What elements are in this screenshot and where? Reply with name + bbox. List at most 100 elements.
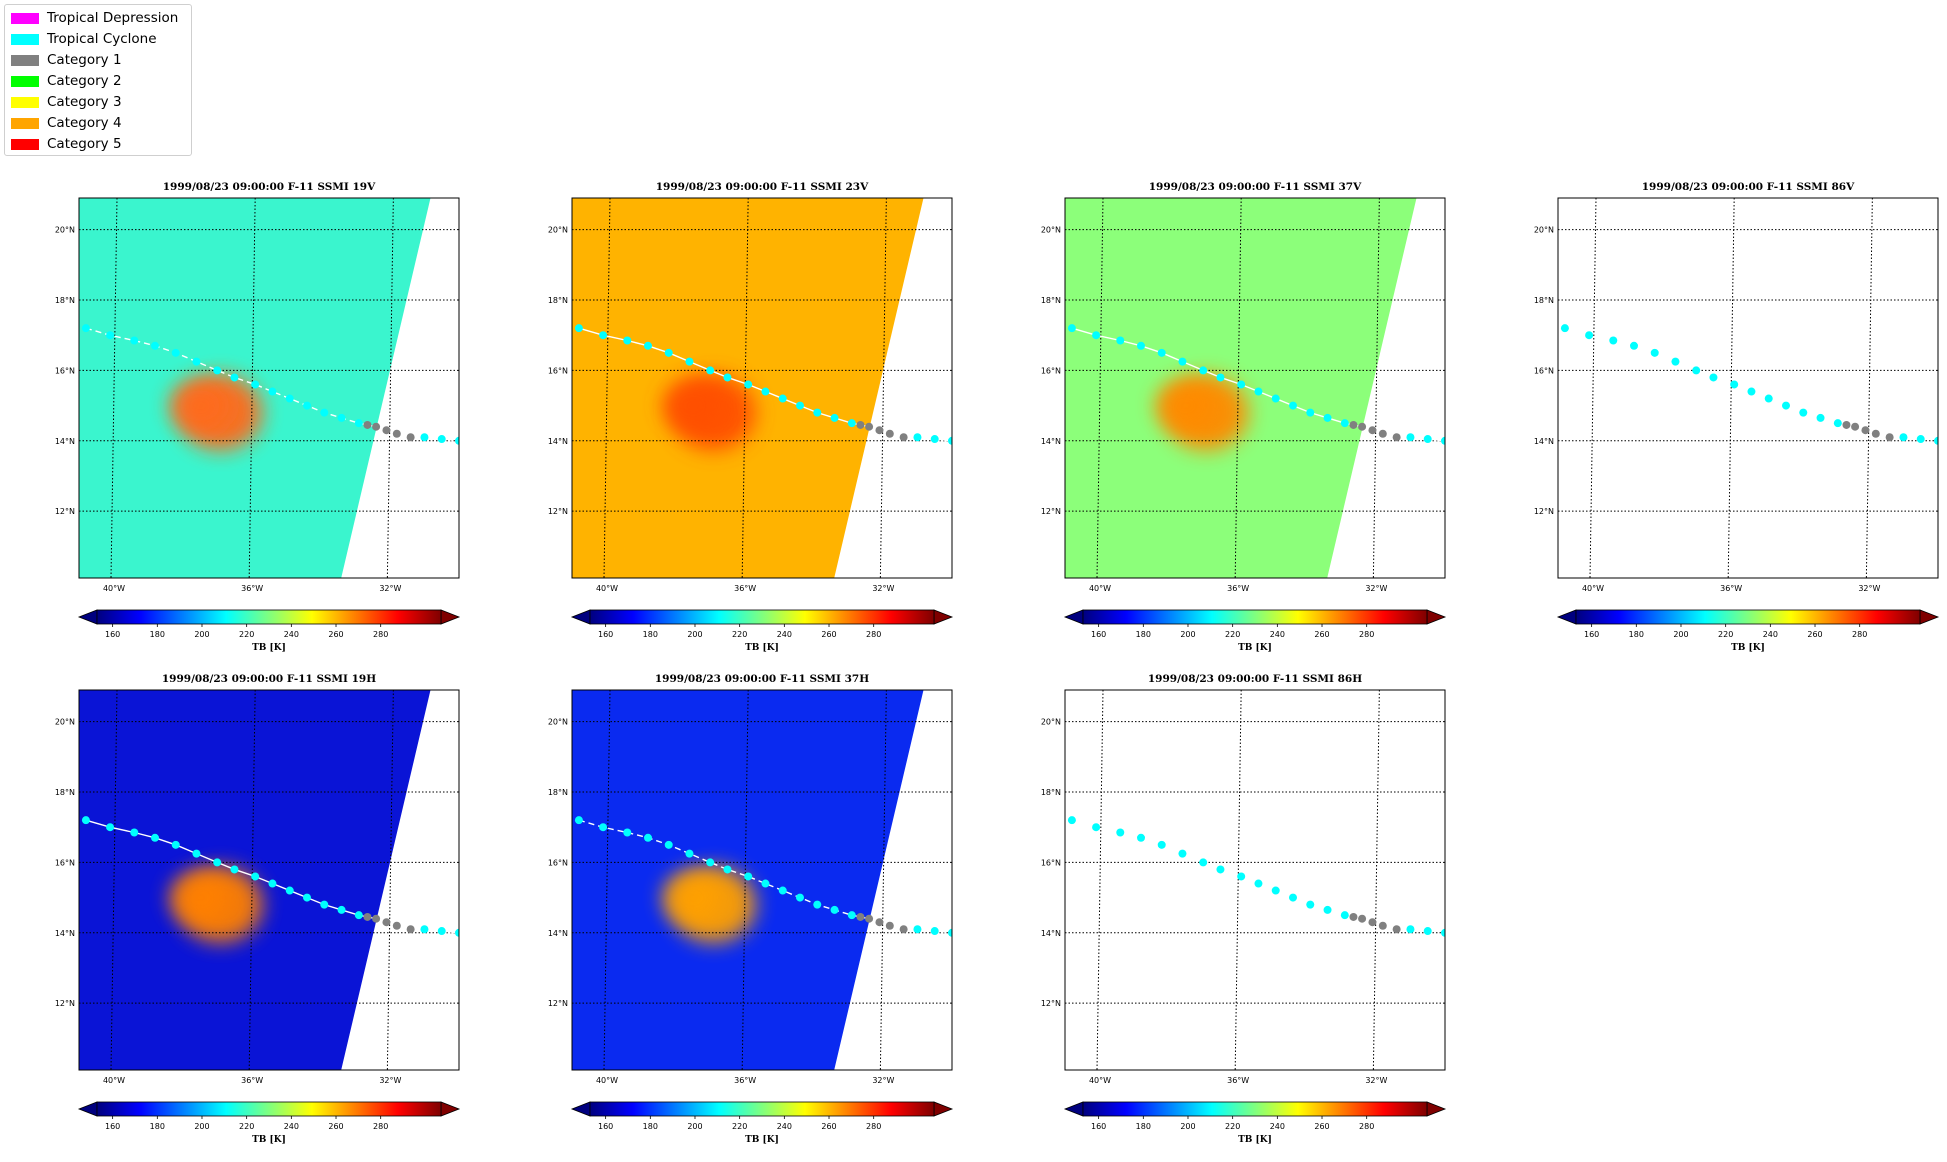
panel-title: 1999/08/23 09:00:00 F-11 SSMI 86V xyxy=(1642,181,1855,193)
track-point xyxy=(1650,348,1659,357)
panel-frame xyxy=(571,689,953,1071)
colorbar-tick-label: 240 xyxy=(1270,630,1285,639)
legend-label: Tropical Cyclone xyxy=(47,31,157,47)
lon-gridline xyxy=(741,198,749,578)
colorbar-tick-label: 280 xyxy=(866,1122,881,1131)
colorbar-tick-label: 160 xyxy=(1091,630,1106,639)
colorbar-tick-label: 180 xyxy=(643,1122,658,1131)
colorbar-tick-label: 200 xyxy=(1673,630,1688,639)
lat-label: 16°N xyxy=(55,858,75,867)
legend-label: Category 5 xyxy=(47,136,122,152)
track-point xyxy=(847,419,856,428)
lat-label: 14°N xyxy=(55,929,75,938)
lon-gridline xyxy=(1589,198,1597,578)
track-point xyxy=(1157,348,1166,357)
colorbar-tick-label: 200 xyxy=(1180,630,1195,639)
lon-gridline xyxy=(879,198,887,578)
colorbar-label: TB [K] xyxy=(745,1135,779,1145)
lon-gridline xyxy=(741,690,749,1070)
lat-label: 12°N xyxy=(55,999,75,1008)
colorbar-tick-label: 160 xyxy=(1584,630,1599,639)
lon-gridline xyxy=(1096,690,1104,1070)
lat-label: 18°N xyxy=(1534,296,1554,305)
colorbar-extend-low xyxy=(1556,609,1577,625)
colorbar-tick-label: 240 xyxy=(284,1122,299,1131)
track-point xyxy=(320,900,329,909)
track-point xyxy=(106,823,115,832)
lat-label: 20°N xyxy=(548,718,568,727)
lon-gridline xyxy=(248,690,256,1070)
track-point xyxy=(1254,879,1263,888)
lon-gridline xyxy=(386,690,394,1070)
track-point xyxy=(744,872,753,881)
track-point xyxy=(1237,380,1246,389)
colorbar-tick-label: 280 xyxy=(1359,630,1374,639)
track-point xyxy=(455,436,459,445)
track-point xyxy=(230,373,239,382)
panel-37h: 1999/08/23 09:00:00 F-11 SSMI 37H 12°N 14°… xyxy=(548,673,954,1145)
panel-23v: 1999/08/23 09:00:00 F-11 SSMI 23V 12°N 14°… xyxy=(548,181,954,653)
lon-gridline xyxy=(879,690,887,1070)
track-point xyxy=(796,401,804,410)
track-point xyxy=(1116,828,1125,837)
track-point xyxy=(81,816,90,825)
colorbar-tick-label: 160 xyxy=(598,1122,613,1131)
track-point xyxy=(1254,387,1263,396)
track-point xyxy=(420,925,429,934)
track-point xyxy=(213,858,222,867)
panel-title: 1999/08/23 09:00:00 F-11 SSMI 37H xyxy=(655,673,869,685)
track-point xyxy=(948,436,952,445)
colorbar-tick-label: 260 xyxy=(328,630,343,639)
track-point xyxy=(251,872,260,881)
track-point xyxy=(1934,436,1938,445)
panel-37v: 1999/08/23 09:00:00 F-11 SSMI 37V 12°N 14°… xyxy=(1041,181,1447,653)
legend-swatch xyxy=(11,33,39,45)
lon-label: 36°W xyxy=(241,1076,263,1085)
colorbar-label: TB [K] xyxy=(1238,1135,1272,1145)
track-point xyxy=(1323,905,1332,914)
track-point xyxy=(1899,433,1908,442)
lon-gridline xyxy=(603,690,611,1070)
track-point xyxy=(420,433,429,442)
legend-swatch xyxy=(11,54,39,66)
lon-label: 32°W xyxy=(1858,584,1880,593)
lon-gridline xyxy=(110,690,118,1070)
colorbar-tick-label: 160 xyxy=(105,630,120,639)
lat-label: 16°N xyxy=(548,366,568,375)
track-point xyxy=(406,433,415,442)
track-point xyxy=(723,865,732,874)
track-point xyxy=(337,905,346,914)
lat-label: 16°N xyxy=(1041,366,1061,375)
track-point xyxy=(1782,401,1790,410)
colorbar-tick-label: 220 xyxy=(239,630,254,639)
lon-gridline xyxy=(1096,198,1104,578)
colorbar: 160 180 200 220 240 260 280 TB [K] xyxy=(1063,1101,1447,1145)
colorbar-tick-label: 260 xyxy=(821,630,836,639)
panel-data xyxy=(572,690,952,1070)
legend-swatch xyxy=(11,12,39,24)
colorbar-tick-label: 160 xyxy=(105,1122,120,1131)
colorbar: 160 180 200 220 240 260 280 TB [K] xyxy=(77,1101,461,1145)
track-point xyxy=(251,380,260,389)
colorbar-tick-label: 240 xyxy=(777,1122,792,1131)
lat-label: 14°N xyxy=(55,437,75,446)
track-point xyxy=(599,331,608,340)
panel-data xyxy=(1558,198,1938,578)
track-point xyxy=(813,408,822,417)
legend-label: Category 3 xyxy=(47,94,122,110)
legend-item-tropical-depression: Tropical Depression xyxy=(11,9,178,27)
track-point xyxy=(320,408,329,417)
track-point xyxy=(913,925,922,934)
track-point xyxy=(1271,394,1280,403)
track-point xyxy=(813,900,822,909)
track-point xyxy=(778,886,787,895)
lon-gridline xyxy=(1865,198,1873,578)
colorbar: 160 180 200 220 240 260 280 TB [K] xyxy=(570,1101,954,1145)
lat-label: 20°N xyxy=(1041,226,1061,235)
track-point xyxy=(1392,433,1401,442)
colorbar-tick-label: 200 xyxy=(687,630,702,639)
colorbar-extend-high xyxy=(440,1101,461,1117)
colorbar-label: TB [K] xyxy=(252,1135,286,1145)
lat-label: 14°N xyxy=(548,929,568,938)
